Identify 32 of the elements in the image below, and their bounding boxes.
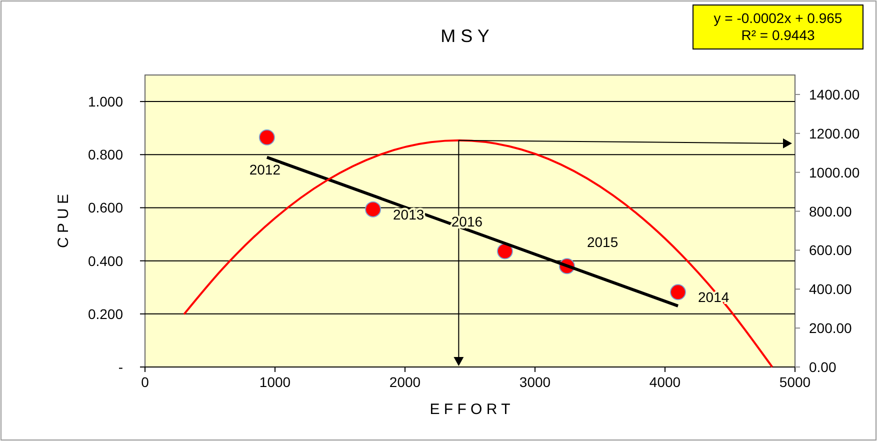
annotation: 2015 (586, 234, 618, 250)
x-tick-label: 1000 (259, 374, 291, 390)
y-tick-label: 0.200 (88, 306, 124, 322)
y2-tick-label: 0.00 (809, 359, 836, 375)
y2-tick-label: 1400.00 (809, 86, 860, 102)
x-tick-label: 3000 (519, 374, 551, 390)
x-tick-label: 4000 (649, 374, 681, 390)
point (670, 284, 686, 300)
y2-tick-label: 200.00 (809, 320, 852, 336)
y2-tick-label: 400.00 (809, 281, 852, 298)
y-tick-label: 0.400 (88, 252, 124, 269)
y-tick-label: - (118, 359, 124, 375)
text: y = -0.0002x + 0.965 R² = 0.9443 (714, 10, 842, 43)
y2-tick-label: 1200.00 (809, 125, 860, 142)
point (258, 129, 275, 146)
y-tick-label: 0.800 (88, 146, 124, 163)
point (365, 201, 382, 218)
annotation: 2012 (249, 161, 281, 178)
y-axis-title: C P U E (55, 194, 72, 248)
chart-title: M S Y (440, 26, 490, 46)
y-tick-label: 1.000 (88, 94, 124, 110)
x-axis-title: E F F O R T (430, 401, 510, 418)
annotation: 2013 (393, 206, 424, 222)
y-tick-label: 0.600 (88, 200, 124, 216)
x-tick-label: 2000 (389, 374, 421, 390)
y2-tick-label: 1000.00 (809, 164, 860, 180)
x-tick-label: 0 (141, 374, 150, 390)
point (496, 243, 513, 260)
y2-tick-label: 800.00 (809, 203, 852, 220)
line-series (183, 139, 774, 368)
y2-tick-label: 600.00 (809, 242, 852, 258)
x-tick-label: 5000 (779, 374, 811, 390)
